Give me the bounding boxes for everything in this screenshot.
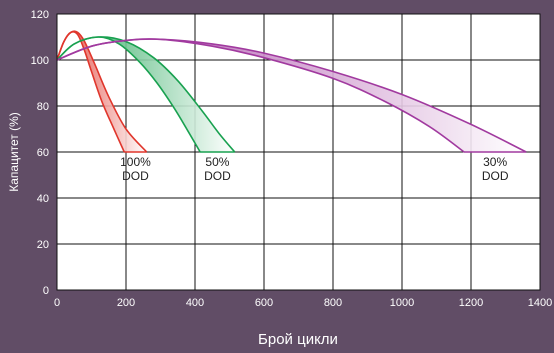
series-band: [57, 31, 147, 152]
y-tick-label: 0: [43, 285, 49, 297]
y-axis-title: Капацитет (%): [7, 112, 21, 192]
y-tick-label: 40: [37, 193, 49, 205]
series-label: 100% DOD: [120, 155, 151, 183]
x-tick-label: 200: [117, 297, 135, 309]
x-axis-title: Брой цикли: [258, 331, 338, 348]
series-lower-line: [56, 38, 465, 153]
series-layer: [56, 30, 527, 153]
plot-border: [56, 13, 541, 291]
series-band: [57, 38, 527, 153]
x-tick-label: 1000: [390, 297, 414, 309]
x-tick-label: 0: [54, 297, 60, 309]
x-tick-label: 800: [324, 297, 342, 309]
y-tick-label: 60: [37, 147, 49, 159]
y-tick-label: 80: [37, 101, 49, 113]
series-lower-line: [56, 31, 126, 153]
series-lower-line: [56, 36, 201, 153]
tick-labels: 0 200 400 600 800 1000 1200 1400 0 20 40 60 80 100 120: [31, 9, 553, 309]
series-labels: 100% DOD 50% DOD 30% DOD: [120, 155, 509, 183]
series-label: 50% DOD: [204, 155, 231, 183]
x-tick-label: 1200: [459, 297, 483, 309]
x-tick-label: 600: [255, 297, 273, 309]
y-tick-label: 20: [37, 239, 49, 251]
x-tick-label: 400: [186, 297, 204, 309]
y-tick-label: 120: [31, 9, 49, 21]
x-tick-label: 1400: [528, 297, 552, 309]
series-label: 30% DOD: [482, 155, 509, 183]
y-tick-label: 100: [31, 55, 49, 67]
series-band: [57, 36, 235, 152]
